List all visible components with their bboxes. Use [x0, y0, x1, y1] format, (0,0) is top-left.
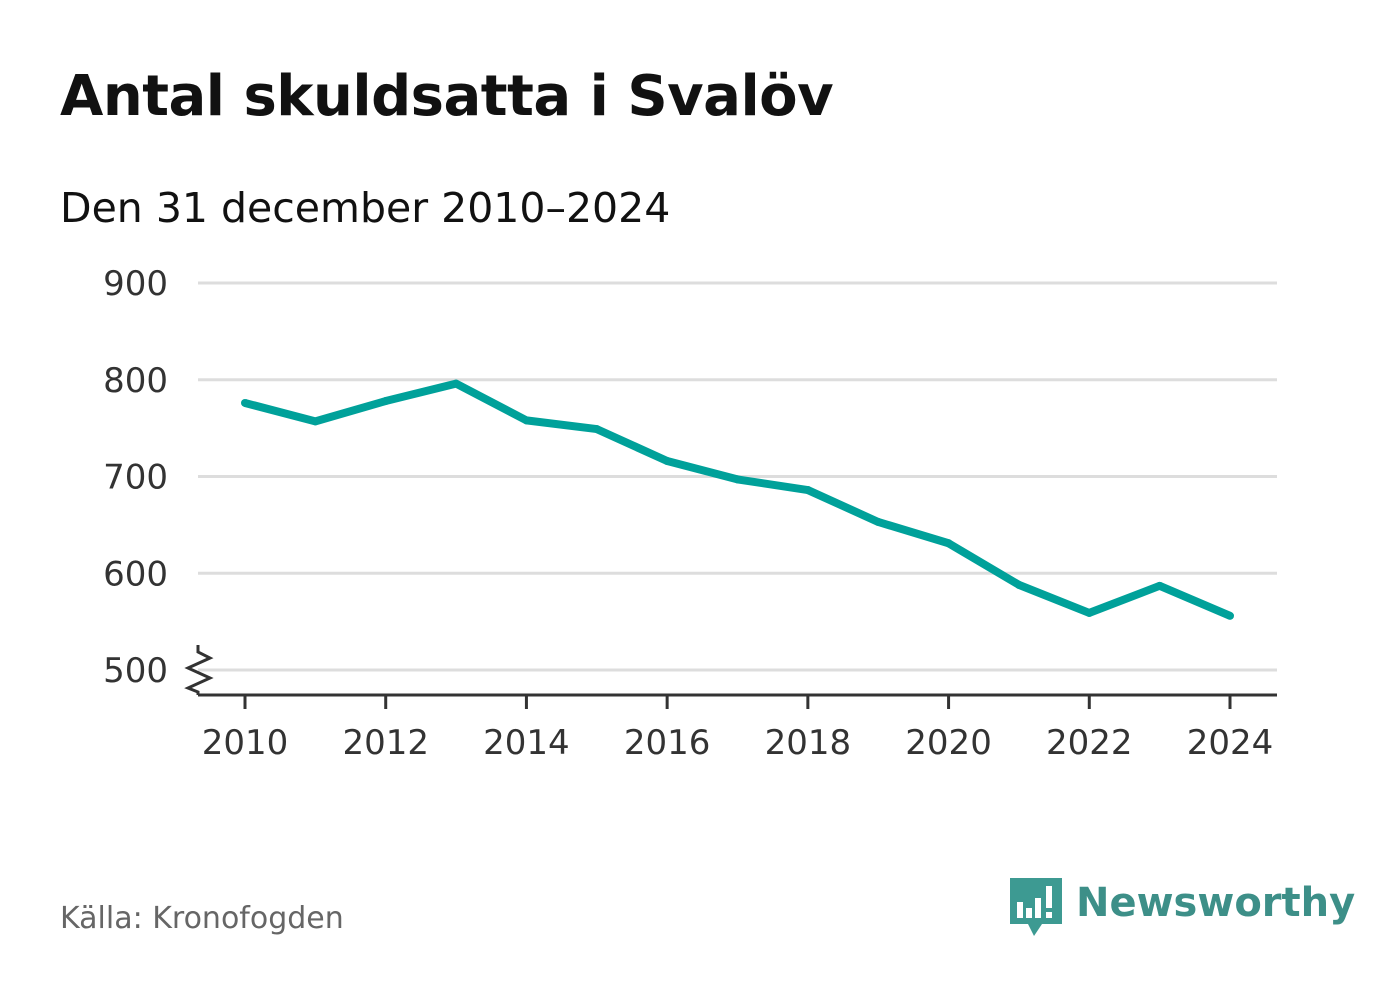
- source-note: Källa: Kronofogden: [60, 901, 344, 936]
- data-point-2014: [522, 416, 531, 425]
- data-point-2020: [944, 539, 953, 548]
- brand-logo: Newsworthy: [1010, 878, 1355, 942]
- x-tick-label: 2016: [624, 723, 711, 763]
- y-tick-label: 500: [103, 651, 168, 691]
- y-tick-label: 800: [103, 361, 168, 401]
- x-tick-label: 2024: [1187, 723, 1274, 763]
- data-point-2010: [241, 398, 249, 407]
- chart-title: Antal skuldsatta i Svalöv: [60, 64, 834, 129]
- data-point-2022: [1085, 608, 1094, 617]
- chart-subtitle: Den 31 december 2010–2024: [60, 184, 671, 232]
- newsworthy-logo-icon: [1010, 878, 1062, 936]
- series-layer: [241, 379, 1234, 620]
- series-line-0: [243, 379, 1232, 620]
- data-point-2011: [311, 417, 320, 426]
- x-tick-label: 2022: [1046, 723, 1133, 763]
- data-point-2012: [381, 397, 390, 406]
- x-axis: 2010 2012 2014 2016 2018 2020 2022 2024: [198, 693, 1277, 763]
- x-tick-label: 2020: [905, 723, 992, 763]
- x-tick-label: 2010: [202, 723, 289, 763]
- data-point-2019: [874, 517, 883, 526]
- data-point-2021: [1014, 580, 1023, 589]
- x-tick-label: 2014: [483, 723, 570, 763]
- data-point-2018: [803, 486, 812, 495]
- data-point-2015: [592, 425, 601, 434]
- y-tick-label: 600: [103, 554, 168, 594]
- axis-break-icon: [184, 645, 214, 695]
- x-tick-label: 2012: [342, 723, 429, 763]
- brand-name: Newsworthy: [1076, 880, 1356, 926]
- y-axis: 500 600 700 800 900: [103, 264, 214, 695]
- y-tick-label: 900: [103, 264, 168, 304]
- data-point-2013: [452, 379, 461, 388]
- data-point-2017: [733, 475, 742, 484]
- data-point-2024: [1226, 611, 1234, 620]
- data-point-2023: [1155, 581, 1164, 590]
- x-tick-label: 2018: [765, 723, 852, 763]
- y-tick-label: 700: [103, 458, 168, 498]
- data-point-2016: [663, 457, 672, 466]
